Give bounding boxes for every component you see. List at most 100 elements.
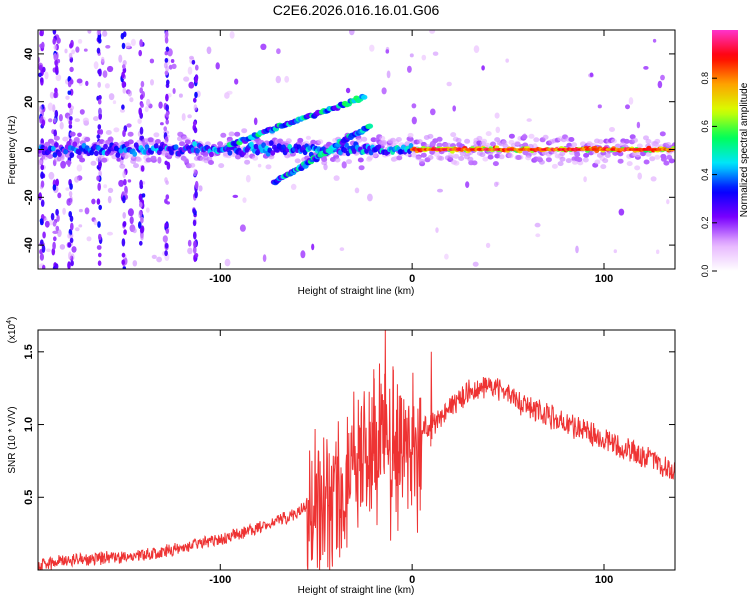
band-halo-cell [105, 130, 112, 135]
noise-streak-cell [96, 198, 101, 205]
noise-streak-cell [194, 190, 198, 199]
noise-speckle [339, 247, 345, 252]
noise-speckle [637, 172, 642, 180]
band-halo-cell [484, 142, 491, 148]
noise-speckle [49, 91, 55, 99]
band-halo-cell [427, 155, 434, 160]
main-band-cell [115, 152, 121, 158]
noise-streak-cell [122, 221, 127, 227]
band-halo-cell [65, 160, 72, 166]
band-halo-cell [665, 142, 672, 147]
noise-speckle [386, 70, 391, 79]
noise-streak-cell [193, 168, 197, 177]
band-halo-cell [84, 137, 91, 142]
noise-speckle [77, 132, 82, 137]
noise-speckle [430, 108, 436, 116]
noise-streak-cell [53, 53, 57, 61]
noise-speckle [187, 239, 192, 247]
band-halo-cell [411, 152, 417, 158]
noise-streak-cell [164, 177, 168, 183]
band-halo-cell [381, 140, 388, 145]
noise-speckle [656, 249, 660, 255]
noise-speckle [226, 90, 233, 95]
noise-speckle [284, 75, 290, 83]
noise-speckle [83, 48, 88, 52]
noise-streak-cell [140, 216, 144, 224]
band-halo-cell [542, 134, 549, 140]
noise-streak-cell [140, 102, 144, 108]
noise-speckle [150, 79, 154, 86]
noise-speckle [435, 227, 439, 233]
noise-streak-cell [138, 49, 142, 57]
band-halo-cell [568, 137, 575, 142]
band-halo-cell [241, 128, 248, 134]
noise-streak-cell [164, 222, 168, 228]
noise-streak-cell [97, 124, 102, 130]
main-band-cell [50, 145, 56, 152]
noise-streak-cell [164, 36, 169, 44]
noise-speckle [421, 54, 427, 61]
snr-background [38, 330, 675, 570]
noise-speckle [636, 121, 641, 129]
noise-streak-cell [97, 221, 101, 228]
band-halo-cell [609, 127, 615, 132]
band-halo-cell [184, 139, 191, 145]
spectrogram-axes: -100 0 100 -40 -20 0 20 40 [23, 30, 675, 285]
noise-streak-cell [121, 252, 126, 258]
noise-streak-cell [122, 64, 126, 69]
band-halo-cell [649, 156, 656, 162]
noise-streak-cell [67, 261, 71, 269]
noise-speckle [367, 193, 373, 202]
noise-speckle [381, 87, 387, 95]
main-band-cell [57, 151, 62, 157]
colorbar-tick-label: 0.0 [700, 265, 710, 278]
noise-speckle [311, 243, 315, 251]
band-halo-cell [230, 152, 237, 158]
snr-ytick-label: 1.5 [23, 344, 35, 359]
band-halo-cell [436, 136, 443, 142]
band-halo-cell [525, 155, 532, 161]
noise-speckle [146, 98, 151, 107]
noise-streak-cell [96, 134, 101, 139]
main-band-cell [89, 149, 95, 156]
noise-speckle [107, 65, 114, 73]
noise-streak-cell [41, 41, 45, 49]
noise-streak-cell [193, 97, 197, 103]
noise-speckle [93, 116, 99, 122]
spectrogram-xtick-label: -100 [209, 273, 231, 285]
noise-streak-cell [69, 183, 73, 190]
band-halo-cell [189, 162, 196, 168]
noise-streak-cell [70, 260, 74, 267]
main-band-cell [144, 144, 150, 150]
noise-speckle [79, 109, 85, 115]
noise-streak-cell [70, 222, 74, 231]
noise-speckle [52, 230, 59, 234]
main-band-cell [268, 140, 274, 146]
noise-speckle [429, 30, 436, 34]
noise-speckle [44, 220, 50, 228]
noise-speckle [432, 51, 439, 56]
noise-streak-cell [139, 39, 143, 48]
colorbar-axes: 0.0 0.2 0.4 0.6 0.8 [700, 72, 717, 277]
noise-speckle [55, 74, 62, 82]
noise-streak-cell [42, 231, 46, 239]
noise-streak-cell [164, 58, 169, 63]
noise-speckle [253, 117, 258, 126]
noise-speckle [170, 59, 175, 63]
snr-ytick-label: 0.5 [23, 490, 35, 505]
snr-panel: -100 0 100 0.5 1.0 1.5 Height of straight lin… [6, 317, 676, 596]
noise-streak-cell [99, 129, 104, 135]
noise-streak-cell [139, 87, 143, 94]
noise-speckle [323, 163, 328, 171]
noise-speckle [75, 227, 80, 232]
band-halo-cell [150, 155, 157, 161]
noise-streak-cell [121, 259, 125, 265]
noise-speckle [643, 66, 649, 70]
main-band-cell [153, 143, 159, 149]
noise-speckle [181, 113, 186, 121]
noise-speckle [104, 83, 110, 89]
noise-streak-cell [54, 87, 58, 94]
noise-speckle [409, 53, 414, 58]
band-halo-cell [53, 135, 60, 141]
noise-speckle [354, 187, 360, 194]
